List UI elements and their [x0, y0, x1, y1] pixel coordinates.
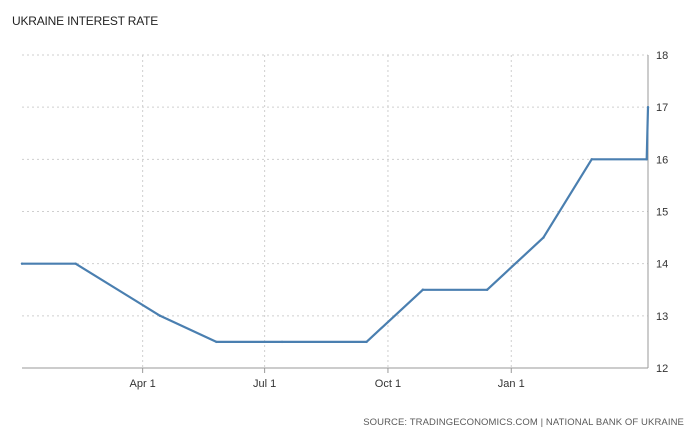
- y-tick-label-12: 12: [656, 363, 668, 375]
- y-tick-label-16: 16: [656, 154, 668, 166]
- grid: [22, 54, 648, 368]
- data-point-2: [158, 314, 162, 318]
- y-tick-label-15: 15: [656, 207, 668, 219]
- tick-labels: 12 13 14 15 16 17 18 Apr 1 Jul 1 Oct 1 Jan 1: [129, 50, 668, 390]
- data-point-11: [646, 105, 650, 109]
- data-point-1: [74, 262, 77, 265]
- data-point-0: [20, 262, 24, 265]
- data-point-10: [645, 158, 648, 161]
- series-ukraine-interest-rate: [20, 105, 650, 344]
- x-tick-label-jan-1: Jan 1: [498, 378, 525, 390]
- y-tick-label-17: 17: [656, 102, 668, 114]
- data-point-9: [590, 158, 593, 161]
- x-tick-label-apr-1: Apr 1: [129, 378, 155, 390]
- chart-title: UKRAINE INTEREST RATE: [12, 14, 159, 28]
- series-line: [20, 106, 650, 343]
- y-tick-label-18: 18: [656, 50, 668, 62]
- data-point-7: [485, 288, 489, 291]
- axes: [22, 55, 649, 373]
- data-point-4: [280, 340, 284, 344]
- y-tick-label-13: 13: [656, 311, 668, 323]
- data-point-8: [542, 236, 545, 239]
- x-tick-label-jul-1: Jul 1: [253, 378, 276, 390]
- data-point-5: [365, 340, 368, 344]
- data-point-6: [421, 288, 425, 291]
- data-point-3: [215, 340, 218, 344]
- x-tick-label-oct-1: Oct 1: [375, 378, 401, 390]
- y-tick-label-14: 14: [656, 259, 668, 271]
- source-note: SOURCE: TRADINGECONOMICS.COM | NATIONAL …: [363, 417, 684, 428]
